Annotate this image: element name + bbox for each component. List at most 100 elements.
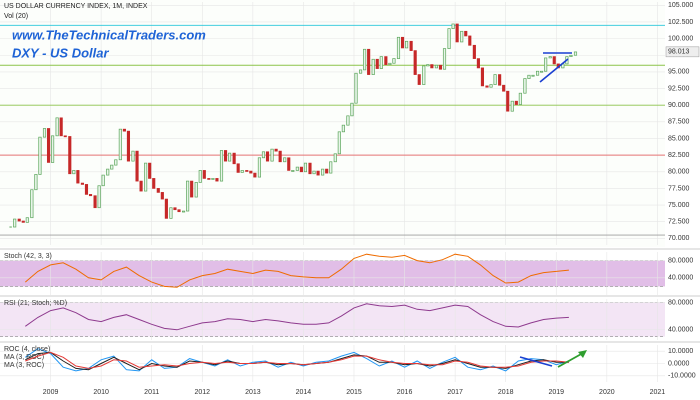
candle <box>333 153 337 163</box>
y-tick-label: 100.000 <box>668 35 693 42</box>
candle <box>38 136 42 175</box>
candle <box>493 74 497 85</box>
annotation: www.TheTechnicalTraders.com <box>12 27 206 42</box>
candle <box>341 124 345 133</box>
candle <box>144 162 148 192</box>
candle <box>464 30 468 37</box>
y-tick-label: 75.000 <box>668 202 690 209</box>
price-label: 98.013 <box>668 49 690 56</box>
candle <box>257 157 261 178</box>
candle <box>88 194 93 197</box>
legend-entry: ROC (4, close) <box>4 346 50 353</box>
candle <box>278 150 282 163</box>
candle <box>523 78 527 94</box>
candle <box>59 117 63 137</box>
candle <box>308 162 312 175</box>
candle <box>110 164 114 170</box>
candle <box>236 163 240 173</box>
candle <box>253 172 257 178</box>
candle <box>548 56 552 59</box>
candle <box>194 182 198 198</box>
candle <box>489 84 493 88</box>
y-tick-label: 80.000 <box>668 169 690 176</box>
candle <box>270 148 274 162</box>
indicator-line <box>24 253 569 288</box>
candle <box>426 64 430 67</box>
candle <box>388 62 392 65</box>
candle <box>164 198 168 219</box>
candle <box>190 180 194 198</box>
candle <box>135 150 139 182</box>
candle <box>202 170 206 179</box>
x-tick-label: 2011 <box>144 389 159 396</box>
trend-arrow <box>557 352 584 368</box>
candle <box>540 70 544 73</box>
candle <box>312 170 316 175</box>
candle <box>518 92 522 105</box>
candle <box>42 128 47 138</box>
candle <box>468 35 472 46</box>
x-tick-label: 2014 <box>296 389 312 396</box>
candle <box>480 67 485 87</box>
candle <box>455 23 459 43</box>
candle <box>442 48 447 70</box>
candle <box>514 100 518 105</box>
y-tick-label: 70.000 <box>668 235 690 242</box>
candle <box>177 209 181 213</box>
candle <box>169 207 173 219</box>
y-tick-label: 10.0000 <box>668 348 693 355</box>
candle <box>569 54 573 57</box>
y-tick-label: 40.0000 <box>668 275 693 282</box>
candle <box>476 58 480 69</box>
panel-title: RSI (21; Stoch; %D) <box>4 300 67 307</box>
candle <box>531 74 535 77</box>
y-tick-label: 80.0000 <box>668 257 693 264</box>
price-tag <box>665 46 700 58</box>
candle <box>232 152 236 165</box>
candle <box>527 74 531 79</box>
candle <box>472 44 476 59</box>
candle <box>291 170 295 172</box>
candle <box>148 162 152 179</box>
y-tick-label: -10.0000 <box>668 373 696 380</box>
candle <box>63 135 67 138</box>
candle <box>287 157 291 171</box>
candle <box>544 57 548 72</box>
y-tick-label: 77.500 <box>668 185 690 192</box>
candle <box>430 64 434 69</box>
candle <box>434 64 438 69</box>
candle <box>359 69 363 74</box>
candle <box>261 151 266 159</box>
candle <box>139 180 143 192</box>
candle <box>211 178 215 180</box>
y-tick-label: 102.500 <box>668 19 693 26</box>
x-tick-label: 2009 <box>43 389 59 396</box>
candle <box>325 168 329 174</box>
y-tick-label: 72.500 <box>668 219 690 226</box>
candle <box>156 188 160 193</box>
candle <box>354 72 358 104</box>
candle <box>413 50 417 75</box>
candle <box>379 56 383 69</box>
candle <box>535 70 540 76</box>
candle <box>498 74 502 86</box>
candle <box>118 128 122 161</box>
candle <box>371 58 375 75</box>
candle <box>295 166 299 171</box>
candle <box>409 40 413 51</box>
candle <box>152 178 156 189</box>
candle <box>101 174 105 187</box>
candle <box>219 150 224 182</box>
candle <box>422 65 426 85</box>
candle <box>182 210 186 213</box>
candle <box>417 74 421 85</box>
candle <box>367 48 371 75</box>
y-tick-label: 95.000 <box>668 69 690 76</box>
candle <box>573 51 578 56</box>
candle <box>363 48 367 71</box>
x-tick-label: 2018 <box>498 389 514 396</box>
y-tick-label: 90.000 <box>668 102 690 109</box>
candle <box>30 189 34 219</box>
legend-entry: MA (3, ROC) <box>4 354 44 361</box>
